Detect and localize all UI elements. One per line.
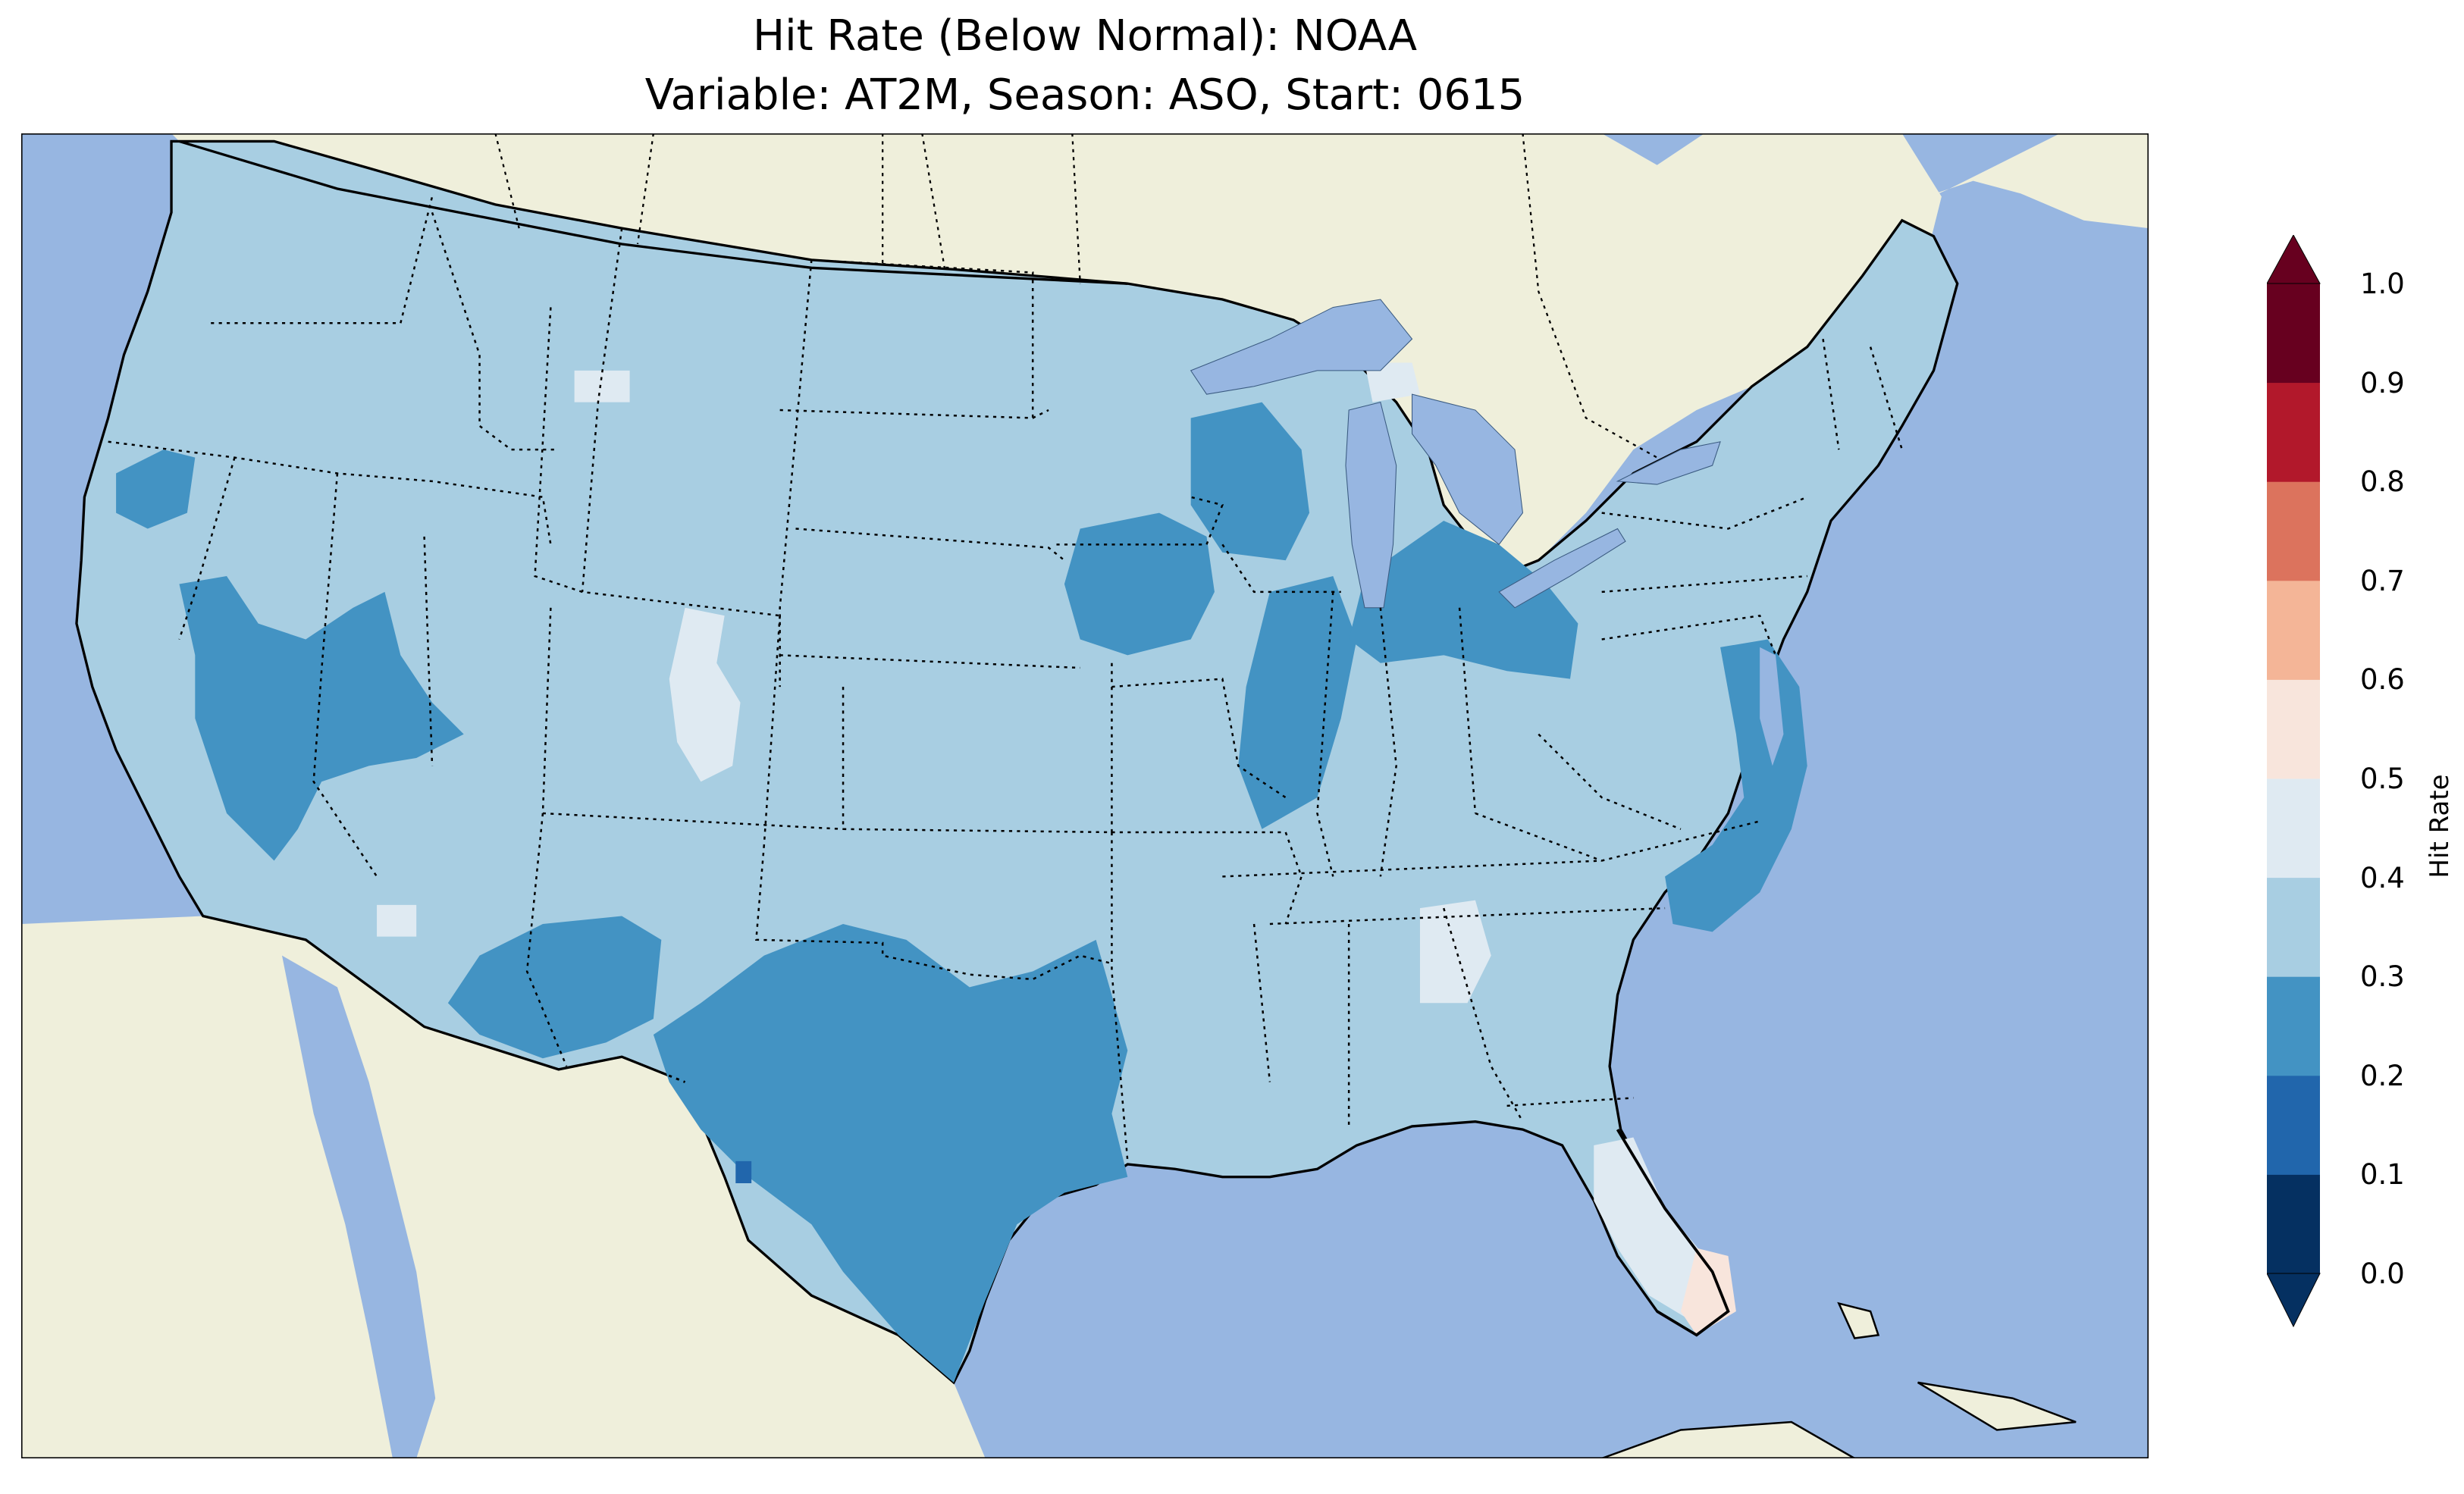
- florida-coast: [1616, 1129, 1730, 1337]
- lake-ontario: [1616, 441, 1721, 485]
- colorbar-tick-label: 0.7: [2360, 564, 2405, 597]
- hit-rate-0.2-0.3-regions: [116, 402, 1807, 1383]
- colorbar-bin-0.8-0.9: [2267, 382, 2320, 482]
- region-michigan-upper: [1364, 362, 1420, 402]
- province-borders: [494, 133, 1658, 459]
- lake-erie: [1498, 528, 1626, 609]
- region-new-mexico-southwest: [447, 916, 662, 1059]
- colorbar-tick-label: 0.2: [2360, 1059, 2405, 1092]
- colorbar-tick-label: 0.0: [2360, 1258, 2405, 1290]
- colorbar-tick-label: 0.6: [2360, 663, 2405, 697]
- colorbar-bin-0.9-1.0: [2267, 283, 2320, 384]
- map-plot: [21, 133, 2149, 1458]
- region-michigan-ohio: [1349, 521, 1578, 679]
- region-texas-oklahoma: [653, 923, 1128, 1383]
- caribbean-islands: [1601, 1301, 2077, 1458]
- chesapeake-bay: [1760, 647, 1784, 766]
- colorbar-bin-0.0-0.1: [2267, 1174, 2320, 1274]
- great-lakes: [1190, 299, 1721, 609]
- colorbar-bin-0.5-0.6: [2267, 679, 2320, 779]
- colorbar-bin-0.1-0.2: [2267, 1075, 2320, 1175]
- region-south-texas-tip: [735, 1160, 752, 1184]
- lake-superior: [1190, 299, 1413, 395]
- region-nevada-spot: [377, 904, 417, 937]
- colorbar-tick-label: 0.8: [2360, 465, 2405, 499]
- region-colorado-rockies: [669, 607, 741, 782]
- hit-rate-0.4-0.5-regions: [377, 362, 1713, 1320]
- region-south-florida: [1680, 1248, 1736, 1336]
- gulf-of-california: [281, 955, 436, 1458]
- region-upper-midwest: [1064, 512, 1215, 656]
- colorbar-tick-label: 0.9: [2360, 366, 2405, 399]
- region-florida-peninsula: [1594, 1137, 1713, 1320]
- colorbar-bin-0.4-0.5: [2267, 778, 2320, 879]
- map-title: Hit Rate (Below Normal): NOAA: [752, 11, 1418, 61]
- colorbar-label: Hit Rate: [2425, 774, 2455, 879]
- region-montana-spot: [574, 370, 630, 402]
- colorbar-over-arrow: [2267, 235, 2321, 284]
- state-borders: [108, 196, 1903, 1161]
- colorbar-bin-0.3-0.4: [2267, 877, 2320, 977]
- region-upper-midwest-east: [1190, 402, 1310, 561]
- colorbar-bin-0.7-0.8: [2267, 481, 2320, 581]
- colorbar-bin-0.2-0.3: [2267, 976, 2320, 1076]
- region-illinois-missouri: [1238, 576, 1357, 829]
- us-canada-border: [178, 139, 1128, 285]
- region-alabama-georgia: [1419, 900, 1491, 1004]
- region-pacific-northwest-basin: [116, 449, 196, 529]
- colorbar: [2267, 235, 2321, 1328]
- colorbar-tick-label: 0.3: [2360, 960, 2405, 994]
- colorbar-bin-0.6-0.7: [2267, 580, 2320, 680]
- colorbar-under-arrow: [2267, 1273, 2321, 1328]
- region-great-basin-nevada: [179, 576, 464, 861]
- colorbar-tick-label: 1.0: [2360, 268, 2405, 300]
- maritime-land: [1878, 133, 2149, 229]
- mexico-land: [21, 916, 986, 1458]
- map-subtitle: Variable: AT2M, Season: ASO, Start: 0615: [644, 70, 1525, 120]
- lake-michigan: [1345, 401, 1397, 609]
- colorbar-tick-label: 0.1: [2360, 1158, 2405, 1192]
- colorbar-tick-label: 0.4: [2360, 861, 2405, 894]
- colorbar-tick-label: 0.5: [2360, 763, 2405, 795]
- lake-huron: [1412, 393, 1524, 546]
